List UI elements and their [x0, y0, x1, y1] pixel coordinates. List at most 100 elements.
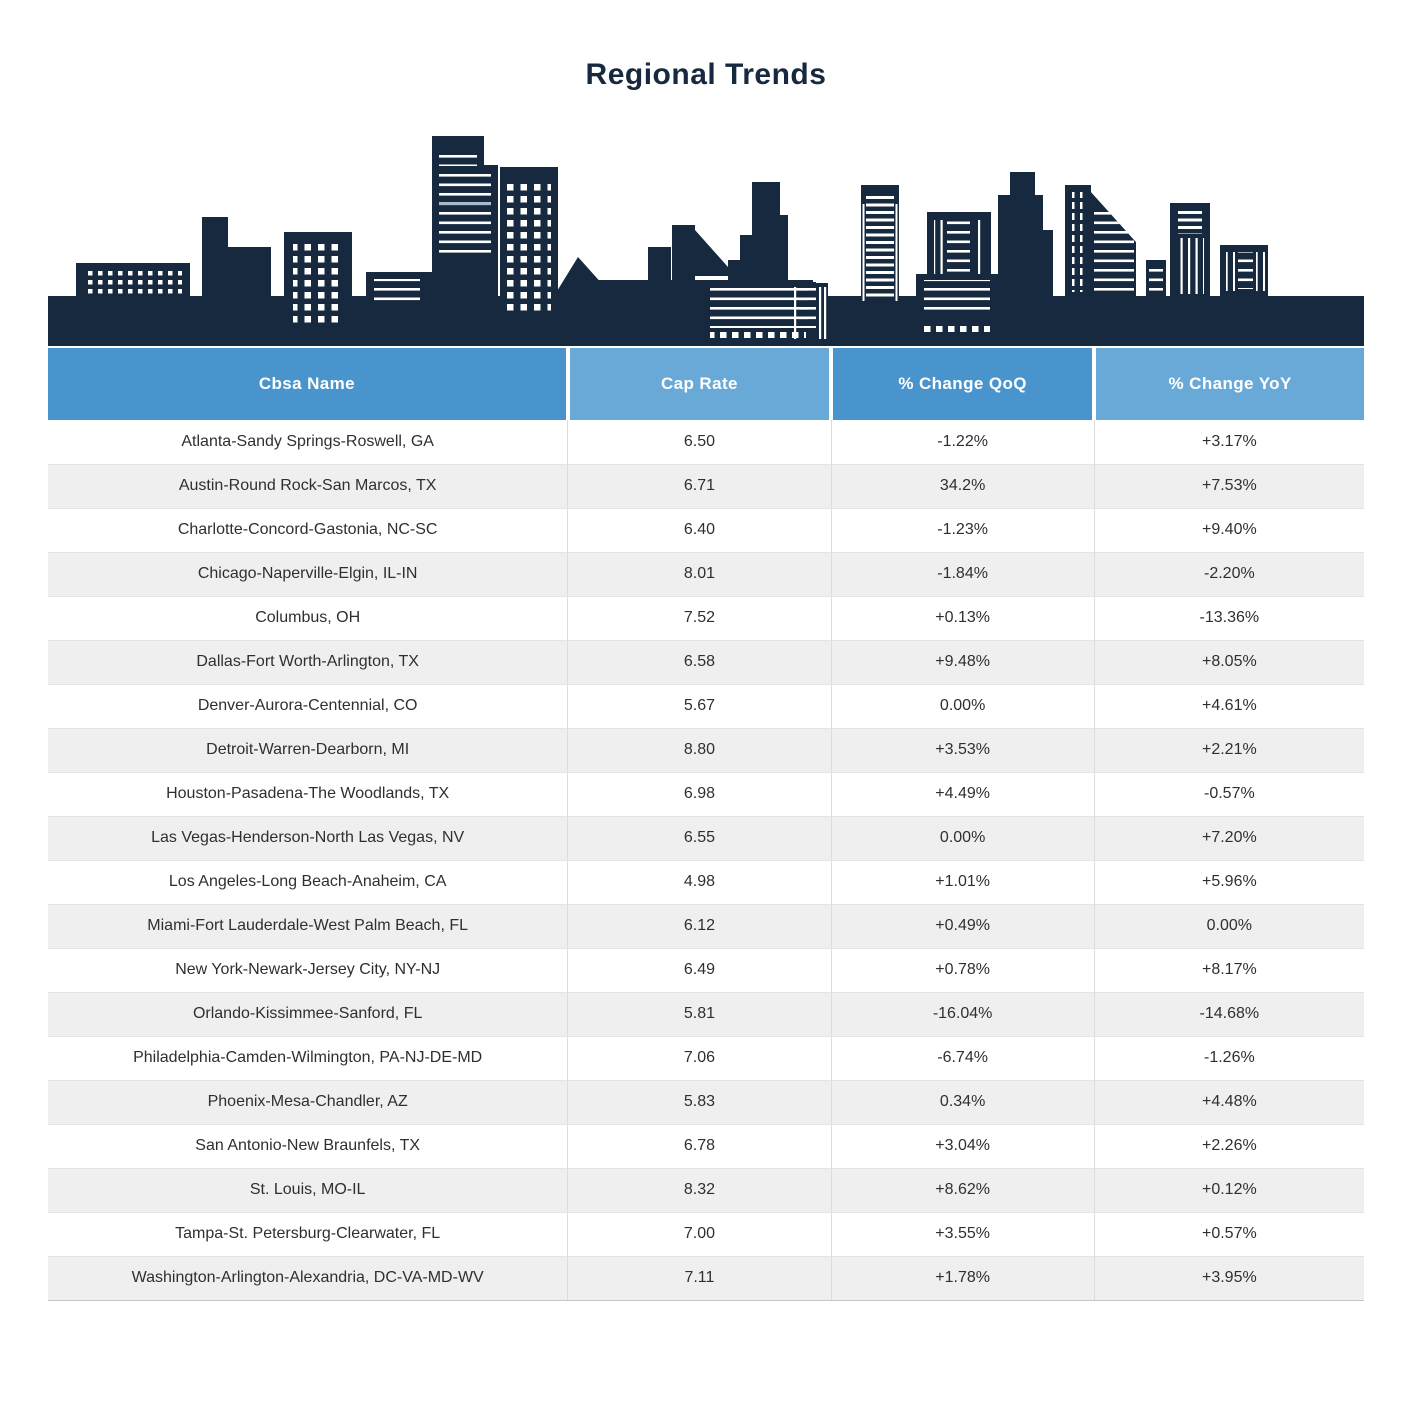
table-row: Detroit-Warren-Dearborn, MI 8.80 +3.53% +2.…: [48, 728, 1364, 773]
cell-cbsa-name: Chicago-Naperville-Elgin, IL-IN: [48, 552, 568, 597]
cell-cbsa-name: Tampa-St. Petersburg-Clearwater, FL: [48, 1212, 568, 1257]
table-row: Atlanta-Sandy Springs-Roswell, GA 6.50 -1.…: [48, 420, 1364, 465]
cell-change-qoq: +3.55%: [830, 1212, 1095, 1257]
cell-change-yoy: +0.12%: [1093, 1168, 1364, 1213]
cell-change-yoy: +2.21%: [1093, 728, 1364, 773]
cell-cbsa-name: Los Angeles-Long Beach-Anaheim, CA: [48, 860, 568, 905]
cell-cap-rate: 7.00: [567, 1212, 832, 1257]
table-row: San Antonio-New Braunfels, TX 6.78 +3.04% +…: [48, 1124, 1364, 1169]
cell-cap-rate: 6.58: [567, 640, 832, 685]
cell-cbsa-name: Dallas-Fort Worth-Arlington, TX: [48, 640, 568, 685]
cell-change-qoq: 0.00%: [830, 816, 1095, 861]
cell-change-yoy: +3.95%: [1093, 1256, 1364, 1301]
cell-cap-rate: 6.40: [567, 508, 832, 553]
cell-cap-rate: 8.01: [567, 552, 832, 597]
cell-change-qoq: +0.78%: [830, 948, 1095, 993]
table-row: Miami-Fort Lauderdale-West Palm Beach, F…: [48, 904, 1364, 949]
cell-change-qoq: +3.53%: [830, 728, 1095, 773]
cell-cap-rate: 6.55: [567, 816, 832, 861]
cell-change-yoy: +2.26%: [1093, 1124, 1364, 1169]
table-row: Dallas-Fort Worth-Arlington, TX 6.58 +9.48…: [48, 640, 1364, 685]
cell-change-qoq: -16.04%: [830, 992, 1095, 1037]
cell-cbsa-name: Austin-Round Rock-San Marcos, TX: [48, 464, 568, 509]
table-row: Denver-Aurora-Centennial, CO 5.67 0.00% +4.…: [48, 684, 1364, 729]
cell-change-yoy: +3.17%: [1093, 420, 1364, 465]
cell-change-qoq: +4.49%: [830, 772, 1095, 817]
cell-cap-rate: 6.12: [567, 904, 832, 949]
table-row: Las Vegas-Henderson-North Las Vegas, NV 6…: [48, 816, 1364, 861]
city-skyline-illustration: [48, 136, 1364, 346]
cell-change-yoy: +0.57%: [1093, 1212, 1364, 1257]
cell-change-yoy: +8.17%: [1093, 948, 1364, 993]
table-row: Columbus, OH 7.52 +0.13% -13.36%: [48, 596, 1364, 641]
cell-cap-rate: 7.52: [567, 596, 832, 641]
cell-change-qoq: +0.49%: [830, 904, 1095, 949]
column-header-cap-rate: Cap Rate: [565, 348, 832, 420]
table-row: Phoenix-Mesa-Chandler, AZ 5.83 0.34% +4.48%: [48, 1080, 1364, 1125]
cell-change-qoq: +0.13%: [830, 596, 1095, 641]
cell-change-yoy: +9.40%: [1093, 508, 1364, 553]
cell-change-qoq: 0.34%: [830, 1080, 1095, 1125]
cell-change-yoy: 0.00%: [1093, 904, 1364, 949]
cell-cbsa-name: Detroit-Warren-Dearborn, MI: [48, 728, 568, 773]
cell-cbsa-name: Atlanta-Sandy Springs-Roswell, GA: [48, 420, 568, 465]
cell-cap-rate: 6.98: [567, 772, 832, 817]
cell-cbsa-name: Denver-Aurora-Centennial, CO: [48, 684, 568, 729]
cell-cap-rate: 7.06: [567, 1036, 832, 1081]
regional-trends-table: Cbsa Name Cap Rate % Change QoQ % Change…: [48, 348, 1364, 1301]
cell-cap-rate: 4.98: [567, 860, 832, 905]
cell-change-yoy: -0.57%: [1093, 772, 1364, 817]
table-row: Houston-Pasadena-The Woodlands, TX 6.98 +4…: [48, 772, 1364, 817]
table-header-row: Cbsa Name Cap Rate % Change QoQ % Change…: [48, 348, 1364, 420]
cell-change-qoq: -1.84%: [830, 552, 1095, 597]
table-row: Chicago-Naperville-Elgin, IL-IN 8.01 -1.84…: [48, 552, 1364, 597]
cell-change-yoy: +7.53%: [1093, 464, 1364, 509]
cell-cap-rate: 8.32: [567, 1168, 832, 1213]
cell-cbsa-name: Charlotte-Concord-Gastonia, NC-SC: [48, 508, 568, 553]
cell-cbsa-name: Washington-Arlington-Alexandria, DC-VA-M…: [48, 1256, 568, 1301]
cell-change-qoq: +1.78%: [830, 1256, 1095, 1301]
cell-change-qoq: +1.01%: [830, 860, 1095, 905]
cell-change-qoq: -6.74%: [830, 1036, 1095, 1081]
cell-cbsa-name: Las Vegas-Henderson-North Las Vegas, NV: [48, 816, 568, 861]
page-title: Regional Trends: [585, 58, 827, 91]
cell-change-qoq: +9.48%: [830, 640, 1095, 685]
cell-cap-rate: 6.78: [567, 1124, 832, 1169]
cell-change-yoy: -14.68%: [1093, 992, 1364, 1037]
column-header-cbsa-name: Cbsa Name: [48, 348, 568, 420]
table-row: Washington-Arlington-Alexandria, DC-VA-M…: [48, 1256, 1364, 1301]
cell-change-qoq: +3.04%: [830, 1124, 1095, 1169]
cell-change-qoq: -1.22%: [830, 420, 1095, 465]
cell-cap-rate: 7.11: [567, 1256, 832, 1301]
table-row: Charlotte-Concord-Gastonia, NC-SC 6.40 -1.…: [48, 508, 1364, 553]
cell-cap-rate: 6.49: [567, 948, 832, 993]
cell-cbsa-name: San Antonio-New Braunfels, TX: [48, 1124, 568, 1169]
table-row: Austin-Round Rock-San Marcos, TX 6.71 34.2…: [48, 464, 1364, 509]
table-row: Philadelphia-Camden-Wilmington, PA-NJ-DE…: [48, 1036, 1364, 1081]
cell-change-qoq: -1.23%: [830, 508, 1095, 553]
cell-cbsa-name: Phoenix-Mesa-Chandler, AZ: [48, 1080, 568, 1125]
table-row: New York-Newark-Jersey City, NY-NJ 6.49 +0…: [48, 948, 1364, 993]
cell-change-yoy: +4.61%: [1093, 684, 1364, 729]
cell-change-yoy: -1.26%: [1093, 1036, 1364, 1081]
cell-change-qoq: +8.62%: [830, 1168, 1095, 1213]
cell-cbsa-name: Philadelphia-Camden-Wilmington, PA-NJ-DE…: [48, 1036, 568, 1081]
cell-change-qoq: 34.2%: [830, 464, 1095, 509]
cell-cbsa-name: Orlando-Kissimmee-Sanford, FL: [48, 992, 568, 1037]
cell-cbsa-name: Columbus, OH: [48, 596, 568, 641]
cell-change-yoy: +8.05%: [1093, 640, 1364, 685]
cell-cbsa-name: Miami-Fort Lauderdale-West Palm Beach, F…: [48, 904, 568, 949]
cell-cap-rate: 5.81: [567, 992, 832, 1037]
table-row: Tampa-St. Petersburg-Clearwater, FL 7.00 +…: [48, 1212, 1364, 1257]
cell-change-yoy: +7.20%: [1093, 816, 1364, 861]
table-row: St. Louis, MO-IL 8.32 +8.62% +0.12%: [48, 1168, 1364, 1213]
cell-change-yoy: -2.20%: [1093, 552, 1364, 597]
cell-change-yoy: +4.48%: [1093, 1080, 1364, 1125]
column-header-change-yoy: % Change YoY: [1092, 348, 1364, 420]
cell-cap-rate: 8.80: [567, 728, 832, 773]
table-row: Orlando-Kissimmee-Sanford, FL 5.81 -16.04%…: [48, 992, 1364, 1037]
cell-cap-rate: 6.50: [567, 420, 832, 465]
table-row: Los Angeles-Long Beach-Anaheim, CA 4.98 +1…: [48, 860, 1364, 905]
column-header-change-qoq: % Change QoQ: [829, 348, 1095, 420]
cell-cbsa-name: Houston-Pasadena-The Woodlands, TX: [48, 772, 568, 817]
